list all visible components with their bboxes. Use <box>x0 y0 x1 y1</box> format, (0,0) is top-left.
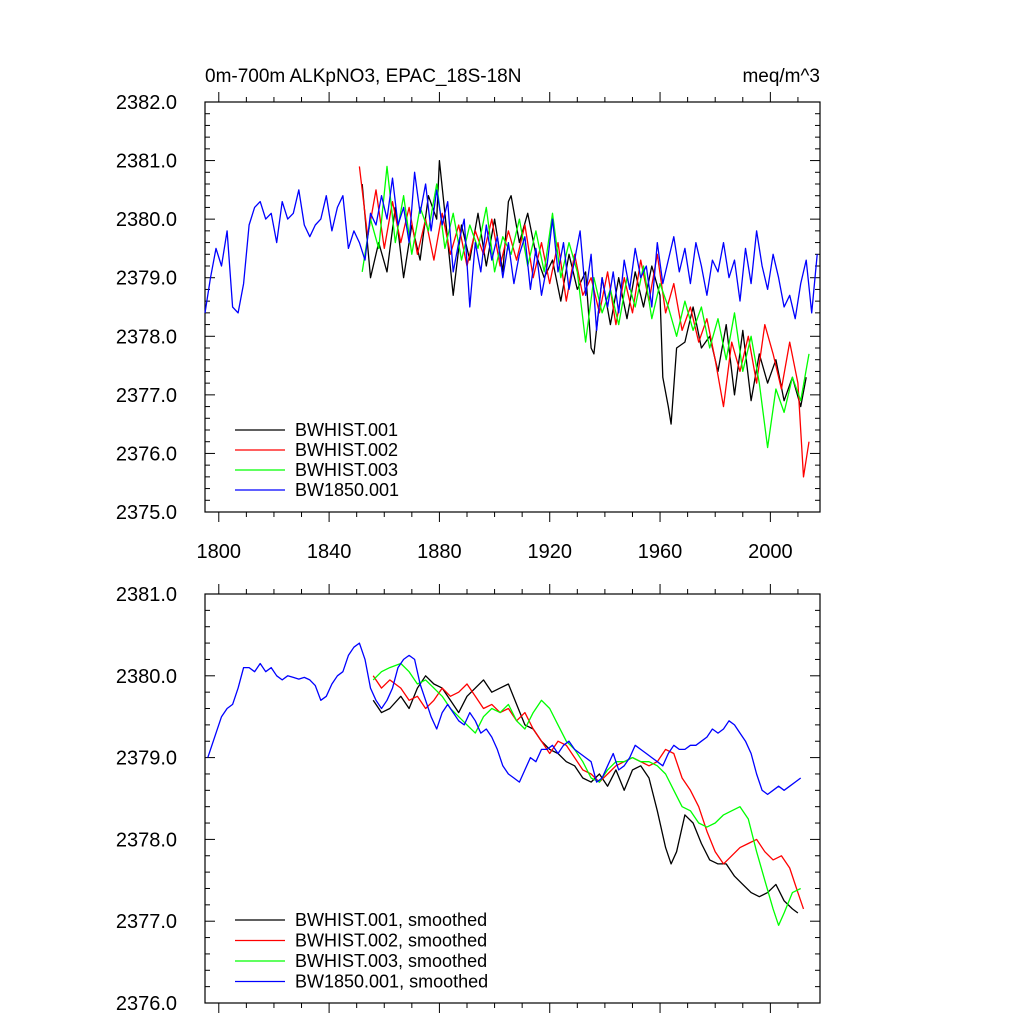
units-label: meq/m^3 <box>742 66 820 87</box>
legend-label-bwhist-001: BWHIST.001 <box>295 420 398 440</box>
y-tick-label: 2379.0 <box>116 268 177 290</box>
x-axis: 1800 1840 1880 1920 1960 2000 <box>197 92 799 563</box>
x-tick-label: 1960 <box>638 541 683 563</box>
y-tick-label: 2380.0 <box>116 209 177 231</box>
chart-title: 0m-700m ALKpNO3, EPAC_18S-18N <box>205 66 521 87</box>
series-line-bwhist-001-smoothed <box>372 675 799 914</box>
series-line-bwhist-002-smoothed <box>372 675 805 910</box>
y-tick-label: 2378.0 <box>116 326 177 348</box>
series-line-bwhist-002 <box>358 166 810 478</box>
series-line-bw1850-001 <box>204 171 818 332</box>
legend-label-bwhist-002: BWHIST.002 <box>295 440 398 460</box>
legend-label-bwhist-003-smoothed: BWHIST.003, smoothed <box>295 951 487 971</box>
legend-label-bwhist-001-smoothed: BWHIST.001, smoothed <box>295 910 487 930</box>
x-tick-label: 1880 <box>417 541 462 563</box>
plot-frame <box>204 101 821 513</box>
legend-label-bwhist-003: BWHIST.003 <box>295 460 398 480</box>
legend-label-bw1850-001: BW1850.001 <box>295 480 399 500</box>
y-tick-label: 2381.0 <box>116 584 177 606</box>
series-line-bw1850-001-smoothed <box>207 642 802 796</box>
y-axis: 2376.0 2377.0 2378.0 2379.0 2380.0 2381.0 <box>116 584 820 1015</box>
y-tick-label: 2380.0 <box>116 666 177 688</box>
y-tick-label: 2375.0 <box>116 502 177 524</box>
y-tick-label: 2376.0 <box>116 443 177 465</box>
smoothed-timeseries-panel: 2376.0 2377.0 2378.0 2379.0 2380.0 2381.0 BWHI… <box>116 584 821 1015</box>
x-tick-label: 1920 <box>527 541 572 563</box>
y-tick-label: 2377.0 <box>116 911 177 933</box>
series-group <box>204 159 818 478</box>
y-tick-label: 2377.0 <box>116 385 177 407</box>
x-tick-label: 2000 <box>748 541 793 563</box>
y-tick-label: 2379.0 <box>116 748 177 770</box>
x-axis <box>218 584 799 1013</box>
series-line-bwhist-003 <box>361 165 810 449</box>
series-line-bwhist-003-smoothed <box>372 662 801 926</box>
legend-label-bw1850-001-smoothed: BW1850.001, smoothed <box>295 972 488 992</box>
series-line-bwhist-001 <box>361 159 807 425</box>
plot-frame <box>204 593 821 1004</box>
y-axis: 2375.0 2376.0 2377.0 2378.0 2379.0 2380.0 2381… <box>116 92 820 524</box>
y-tick-label: 2382.0 <box>116 92 177 114</box>
x-tick-label: 1800 <box>197 541 242 563</box>
x-tick-label: 1840 <box>307 541 352 563</box>
y-tick-label: 2376.0 <box>116 993 177 1015</box>
y-tick-label: 2378.0 <box>116 829 177 851</box>
y-tick-label: 2381.0 <box>116 151 177 173</box>
legend-label-bwhist-002-smoothed: BWHIST.002, smoothed <box>295 931 487 951</box>
series-group <box>207 642 805 926</box>
raw-timeseries-panel: 2375.0 2376.0 2377.0 2378.0 2379.0 2380.0 2381… <box>116 92 821 563</box>
